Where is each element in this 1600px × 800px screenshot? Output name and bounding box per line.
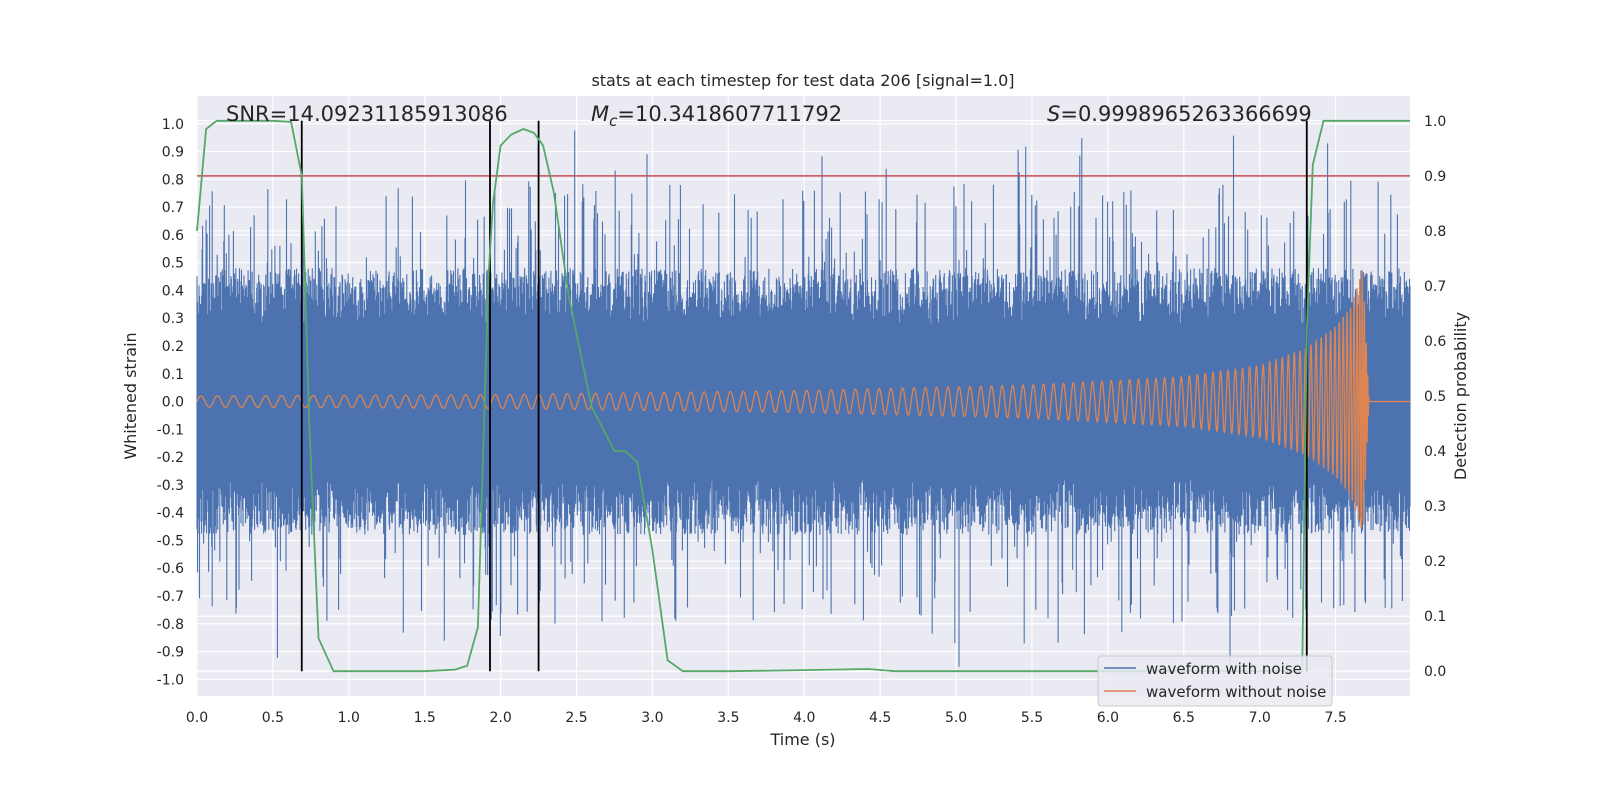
x-tick-label: 5.5 [1021, 710, 1043, 726]
x-tick-label: 4.5 [869, 710, 891, 726]
x-tick-label: 7.5 [1324, 710, 1346, 726]
legend: waveform with noise waveform without noi… [1097, 655, 1333, 707]
left-tick-label: -0.3 [157, 478, 184, 494]
left-axis-ticks: 1.0 0.9 0.8 0.7 0.6 0.5 0.4 0.3 0.2 0.1 0.0 -0.1 -0.… [157, 117, 184, 689]
left-tick-label: 0.1 [162, 367, 184, 383]
x-tick-label: 3.5 [717, 710, 739, 726]
left-tick-label: 0.9 [162, 145, 184, 161]
right-tick-label: 0.5 [1424, 389, 1446, 405]
x-tick-label: 1.5 [414, 710, 436, 726]
x-tick-label: 1.0 [338, 710, 360, 726]
left-tick-label: 0.5 [162, 256, 184, 272]
right-axis-ticks: 1.0 0.9 0.8 0.7 0.6 0.5 0.4 0.3 0.2 0.1 0.0 [1424, 114, 1446, 680]
x-tick-label: 6.5 [1173, 710, 1195, 726]
right-tick-label: 0.6 [1424, 334, 1446, 350]
x-tick-label: 2.5 [565, 710, 587, 726]
left-tick-label: -0.9 [157, 645, 184, 661]
right-tick-label: 0.7 [1424, 279, 1446, 295]
left-tick-label: 0.3 [162, 311, 184, 327]
snr-annotation: SNR=14.09231185913086 [226, 102, 508, 126]
mc-annotation: Mc=10.3418607711792 [591, 102, 842, 130]
left-tick-label: -0.2 [157, 450, 184, 466]
left-tick-label: -0.6 [157, 561, 184, 577]
legend-label-clean: waveform without noise [1146, 683, 1326, 701]
waveform-without-noise-series [196, 270, 1410, 529]
right-axis-label: Detection probability [1451, 312, 1470, 480]
s-annotation: S=0.9998965263366699 [1047, 102, 1312, 126]
right-tick-label: 0.4 [1424, 444, 1446, 460]
mc-subscript: c [609, 112, 618, 130]
legend-label-noise: waveform with noise [1146, 660, 1302, 678]
right-tick-label: 0.3 [1424, 499, 1446, 515]
left-tick-label: 0.7 [162, 200, 184, 216]
s-value: =0.9998965263366699 [1060, 102, 1311, 126]
left-tick-label: -1.0 [157, 672, 184, 688]
x-tick-label: 4.0 [793, 710, 815, 726]
left-tick-label: 0.6 [162, 228, 184, 244]
right-tick-label: 0.0 [1424, 664, 1446, 680]
x-tick-label: 3.0 [641, 710, 663, 726]
x-tick-label: 2.0 [489, 710, 511, 726]
right-tick-label: 1.0 [1424, 114, 1446, 130]
left-tick-label: -0.8 [157, 617, 184, 633]
left-tick-label: 0.8 [162, 172, 184, 188]
left-tick-label: 0.4 [162, 283, 184, 299]
clean-trace [196, 270, 1410, 529]
left-axis-label: Whitened strain [121, 332, 140, 459]
left-tick-label: -0.7 [157, 589, 184, 605]
x-tick-label: 5.0 [945, 710, 967, 726]
right-tick-label: 0.1 [1424, 609, 1446, 625]
right-tick-label: 0.9 [1424, 169, 1446, 185]
right-tick-label: 0.8 [1424, 224, 1446, 240]
mc-symbol: M [591, 102, 609, 126]
detection-probability-series [196, 119, 1410, 673]
legend-box [1097, 655, 1333, 707]
left-tick-label: 1.0 [162, 117, 184, 133]
mc-value: =10.3418607711792 [617, 102, 842, 126]
x-tick-label: 0.5 [262, 710, 284, 726]
chart-title: stats at each timestep for test data 206… [591, 71, 1014, 90]
x-axis-ticks: 0.0 0.5 1.0 1.5 2.0 2.5 3.0 3.5 4.0 4.5 5.0 5.5 6.0 6… [186, 710, 1347, 726]
probability-trace [196, 119, 1410, 673]
left-tick-label: -0.5 [157, 533, 184, 549]
left-tick-label: -0.1 [157, 422, 184, 438]
s-symbol: S [1047, 102, 1060, 126]
x-tick-label: 6.0 [1097, 710, 1119, 726]
x-tick-label: 7.0 [1249, 710, 1271, 726]
x-tick-label: 0.0 [186, 710, 208, 726]
left-tick-label: 0.2 [162, 339, 184, 355]
left-tick-label: -0.4 [157, 506, 184, 522]
right-tick-label: 0.2 [1424, 554, 1446, 570]
left-tick-label: 0.0 [162, 395, 184, 411]
x-axis-label: Time (s) [769, 730, 835, 749]
